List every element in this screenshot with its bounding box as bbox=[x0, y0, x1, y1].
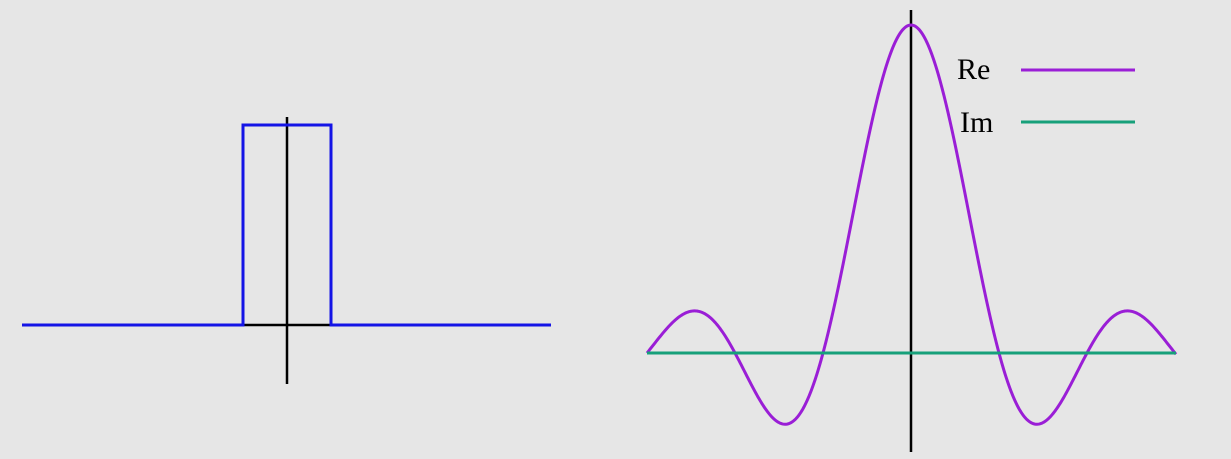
transform-panel bbox=[645, 10, 1178, 452]
legend-label: Re bbox=[957, 53, 990, 86]
legend-label: Im bbox=[960, 106, 993, 139]
rect-curve bbox=[22, 123, 551, 327]
legend: Re Im bbox=[957, 53, 1135, 139]
rect-function-panel bbox=[22, 117, 551, 384]
